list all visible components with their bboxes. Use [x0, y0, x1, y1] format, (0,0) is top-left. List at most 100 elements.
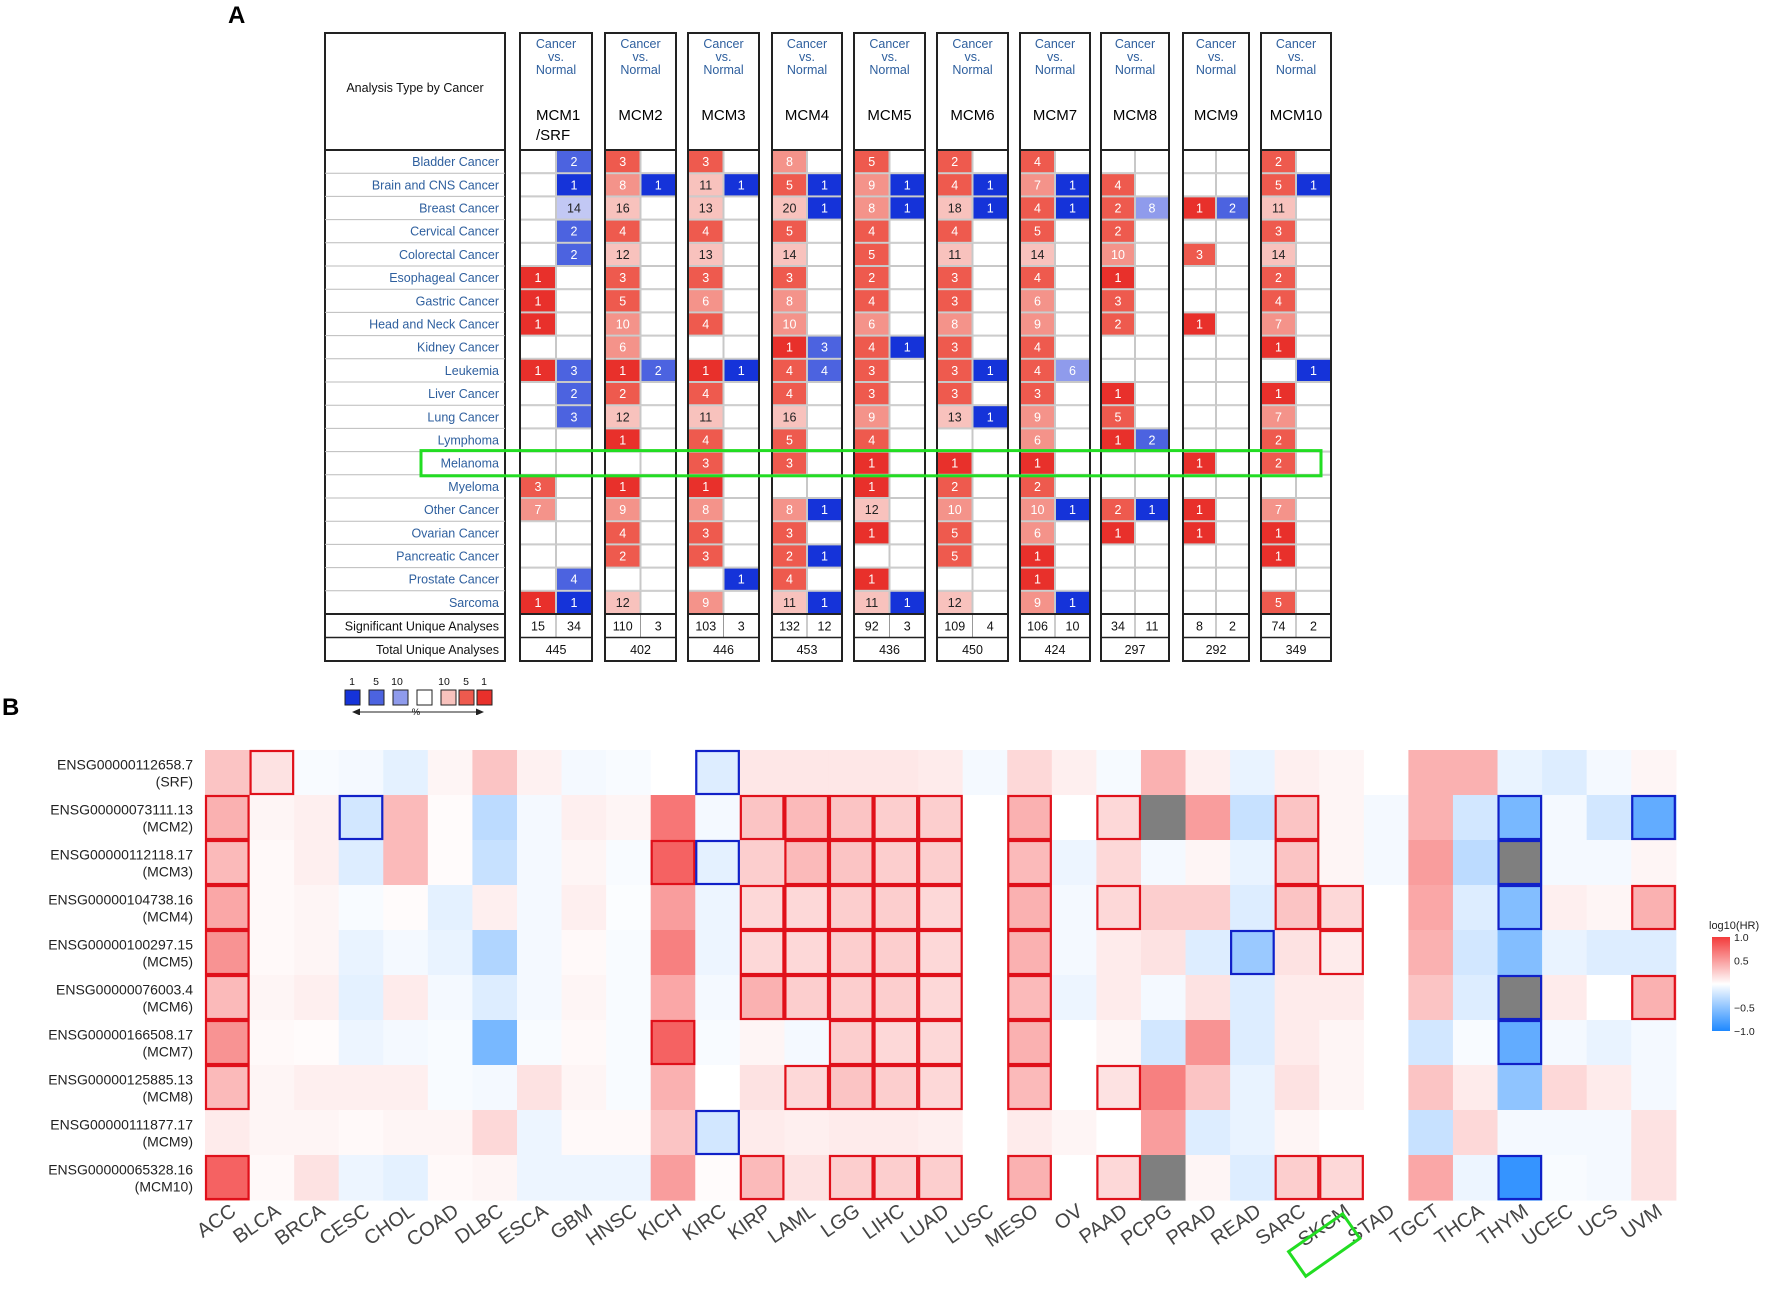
heatmap-cell-srf-hnsc: [606, 750, 652, 796]
cell-value-down-mcm6: 1: [987, 178, 994, 192]
heatmap-cell-mcm7-sarc: [1274, 1020, 1320, 1066]
cell-value-up-mcm2: 2: [619, 387, 626, 401]
cell-value-up-mcm3: 3: [702, 155, 709, 169]
heatmap-cell-mcm6-gbm: [561, 975, 607, 1021]
heatmap-cell-srf-blca: [249, 750, 295, 796]
heatmap-cell-mcm2-gbm: [561, 795, 607, 841]
significant-high-risk-outline: [204, 929, 250, 976]
cell-value-up-mcm3: 11: [699, 178, 712, 192]
gene-header-mcm7: MCM7: [1033, 107, 1077, 124]
heatmap-cell-mcm7-read: [1230, 1020, 1276, 1066]
gene-column-frame: [936, 32, 1009, 662]
cell-value-up-mcm3: 13: [699, 248, 713, 262]
significant-low-risk-outline: [695, 749, 740, 796]
heatmap-cell-mcm7-prad: [1185, 1020, 1231, 1066]
heatmap-cell-mcm6-cesc: [338, 975, 384, 1021]
heatmap-cell-mcm8-lihc: [873, 1065, 919, 1111]
heatmap-cell-mcm5-ucec: [1542, 930, 1588, 976]
cell-value-down-mcm5: 1: [904, 202, 911, 216]
heatmap-cell-mcm2-lihc: [873, 795, 919, 841]
column-label-kich: KICH: [634, 1200, 686, 1245]
cell-value-down-mcm4: 4: [821, 364, 828, 378]
cancer-vs-normal-header: Cancer: [952, 37, 992, 51]
row-label-gene: (MCM4): [142, 909, 193, 925]
significant-low-risk-outline: [1497, 884, 1543, 931]
label-column-frame: [324, 32, 506, 662]
cell-value-down-mcm4: 3: [821, 341, 828, 355]
heatmap-cell-mcm5-skcm: [1319, 930, 1365, 976]
row-label-gene: (MCM7): [142, 1044, 193, 1060]
total-mcm9: 292: [1206, 643, 1227, 657]
cell-value-up-mcm4: 20: [783, 202, 797, 216]
heatmap-cell-mcm10-coad: [427, 1155, 474, 1201]
cell-value-up-mcm4: 11: [783, 596, 796, 610]
colorbar: [1712, 937, 1730, 1031]
heatmap-cell-mcm6-sarc: [1274, 975, 1320, 1021]
heatmap-cell-mcm3-thca: [1452, 840, 1499, 886]
heatmap-cell-mcm5-lgg: [828, 930, 875, 976]
heatmap-cell-mcm3-cesc: [338, 840, 384, 886]
column-label-luad: LUAD: [897, 1200, 953, 1249]
significant-high-risk-outline: [1007, 794, 1052, 841]
heatmap-cell-mcm3-lihc: [873, 840, 919, 886]
heatmap-cell-mcm2-lusc: [962, 795, 1008, 841]
column-label-laml: LAML: [764, 1200, 819, 1248]
significant-high-risk-outline: [1007, 1064, 1052, 1111]
total-mcm2: 402: [630, 643, 651, 657]
heatmap-cell-mcm8-gbm: [561, 1065, 607, 1111]
cell-value-down-mcm6: 1: [987, 410, 994, 424]
significant-up-mcm1-srf: 15: [531, 620, 545, 634]
heatmap-cell-mcm4-uvm: [1631, 885, 1677, 931]
cell-value-up-mcm3: 11: [699, 410, 712, 424]
cell-value-up-mcm7: 10: [1031, 503, 1045, 517]
heatmap-cell-mcm8-skcm: [1319, 1065, 1365, 1111]
heatmap-cell-mcm6-thym: [1497, 975, 1543, 1021]
heatmap-cell-mcm3-tgct: [1408, 840, 1454, 886]
heatmap-cell-mcm7-esca: [516, 1020, 563, 1066]
heatmap-cell-mcm3-stad: [1363, 840, 1409, 886]
gene-header-mcm6: MCM6: [950, 107, 994, 124]
heatmap-cell-mcm10-ucec: [1542, 1155, 1588, 1201]
cell-value-up-mcm3: 3: [702, 457, 709, 471]
gene-column-frame: [519, 32, 593, 662]
cell-value-up-mcm2: 4: [619, 526, 626, 540]
cancer-vs-normal-header: Normal: [869, 63, 909, 77]
heatmap-cell-mcm7-lihc: [873, 1020, 919, 1066]
cancer-label-kidney-cancer: Kidney Cancer: [417, 341, 499, 355]
heatmap-cell-mcm5-acc: [205, 930, 251, 976]
heatmap-cell-mcm9-brca: [294, 1110, 340, 1156]
heatmap-cell-mcm4-kirc: [695, 885, 741, 931]
cell-value-up-mcm5: 9: [868, 178, 875, 192]
heatmap-cell-mcm10-acc: [205, 1155, 251, 1201]
heatmap-cell-mcm8-lusc: [962, 1065, 1008, 1111]
cell-value-up-mcm5: 1: [868, 457, 875, 471]
heatmap-cell-srf-prad: [1185, 750, 1231, 796]
heatmap-cell-mcm6-paad: [1096, 975, 1142, 1021]
heatmap-cell-mcm10-dlbc: [472, 1155, 518, 1201]
significant-high-risk-outline: [784, 929, 830, 976]
heatmap-cell-mcm10-cesc: [338, 1155, 384, 1201]
cell-value-up-mcm2: 2: [619, 550, 626, 564]
significant-low-risk-outline: [695, 1109, 740, 1156]
colorbar-tick: 1.0: [1734, 932, 1749, 944]
heatmap-cell-mcm10-pcpg: [1140, 1155, 1187, 1201]
heatmap-cell-mcm4-blca: [249, 885, 295, 931]
heatmap-cell-mcm5-dlbc: [472, 930, 518, 976]
heatmap-cell-mcm9-thym: [1497, 1110, 1543, 1156]
heatmap-cell-mcm2-hnsc: [606, 795, 652, 841]
significant-up-mcm2: 110: [613, 620, 633, 634]
colorbar-tick: 0.5: [1734, 956, 1749, 968]
legend-red-tick: 10: [438, 676, 450, 688]
cell-value-up-mcm5: 4: [868, 225, 875, 239]
heatmap-cell-mcm2-laml: [784, 795, 830, 841]
cell-value-up-mcm2: 3: [619, 155, 626, 169]
heatmap-cell-mcm3-lusc: [962, 840, 1008, 886]
cell-value-up-mcm9: 3: [1196, 248, 1203, 262]
cell-value-up-mcm7: 1: [1034, 573, 1041, 587]
cell-value-up-mcm1-srf: 7: [535, 503, 542, 517]
significant-low-risk-outline: [1631, 794, 1676, 841]
heatmap-cell-mcm2-kirc: [695, 795, 741, 841]
heatmap-cell-mcm5-thca: [1452, 930, 1499, 976]
heatmap-cell-mcm6-stad: [1363, 975, 1409, 1021]
heatmap-cell-mcm7-thym: [1497, 1020, 1543, 1066]
